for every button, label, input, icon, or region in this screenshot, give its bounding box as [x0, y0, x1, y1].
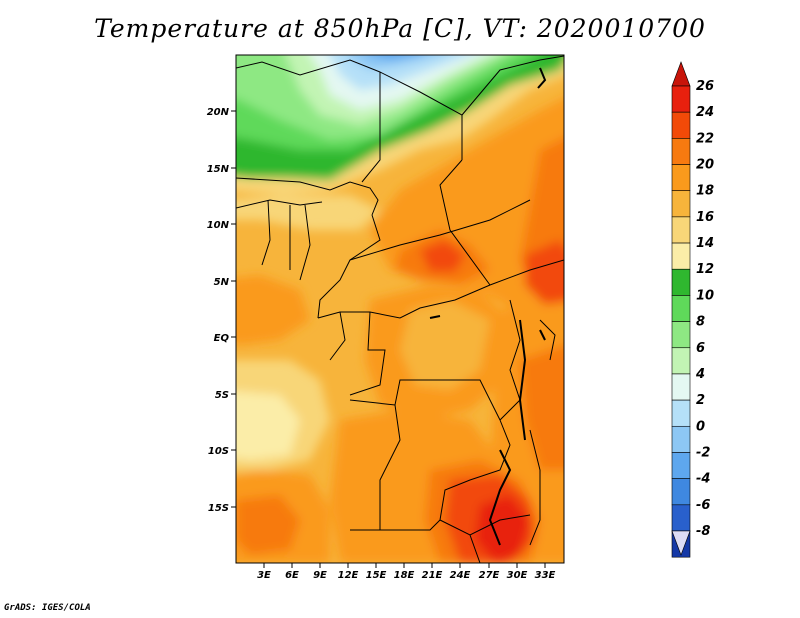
lat-label-eq: EQ — [214, 333, 230, 344]
colorbar-tick-label: 16 — [696, 210, 714, 225]
colorbar-swatch — [671, 425, 691, 453]
lon-tick: 24E — [450, 563, 471, 581]
lat-tick: 10N — [207, 220, 236, 231]
lon-label-6e: 6E — [285, 570, 299, 581]
colorbar-tick-label: 18 — [696, 184, 714, 199]
lon-label-24e: 24E — [450, 570, 471, 581]
lat-label-10s: 10S — [208, 446, 229, 457]
colorbar-swatch — [671, 190, 691, 218]
lat-label-15s: 15S — [208, 503, 229, 514]
lon-label-30e: 30E — [507, 570, 528, 581]
country-borders — [236, 55, 564, 563]
lon-label-9e: 9E — [313, 570, 327, 581]
lat-tick: 5S — [215, 390, 236, 401]
colorbar-swatch — [671, 268, 691, 296]
colorbar-swatch — [671, 295, 691, 322]
colorbar-swatch — [671, 164, 691, 192]
lon-label-33e: 33E — [535, 570, 556, 581]
lat-tick: 15S — [208, 503, 236, 514]
colorbar-swatch — [671, 138, 691, 165]
colorbar-tick-label: -4 — [696, 472, 710, 487]
colorbar-swatch — [671, 85, 691, 113]
lon-label-21e: 21E — [422, 570, 443, 581]
colorbar-tick-label: 4 — [695, 367, 705, 382]
lon-tick: 30E — [507, 563, 528, 581]
colorbar-tick-label: 6 — [696, 341, 705, 356]
colorbar-tick-label: -8 — [696, 524, 710, 539]
lon-label-18e: 18E — [394, 570, 415, 581]
lon-tick: 6E — [285, 563, 299, 581]
colorbar-swatch — [671, 216, 691, 244]
colorbar-swatch — [671, 321, 691, 349]
colorbar-swatch — [671, 399, 691, 427]
colorbar-swatch — [671, 347, 691, 375]
colorbar-tick-label: 2 — [696, 393, 705, 408]
lat-tick: 15N — [207, 164, 236, 175]
lat-tick: 20N — [207, 107, 236, 118]
lon-label-15e: 15E — [366, 570, 387, 581]
lat-label-15n: 15N — [207, 164, 230, 175]
lon-tick: 33E — [535, 563, 556, 581]
chart-title: Temperature at 850hPa [C], VT: 202001070… — [94, 14, 706, 43]
colorbar-tick-label: 14 — [696, 236, 714, 251]
colorbar-bottom-arrow — [671, 530, 691, 556]
colorbar-tick-label: 8 — [696, 315, 705, 330]
colorbar-tick-label: 22 — [696, 131, 714, 146]
lon-label-27e: 27E — [479, 570, 500, 581]
lon-tick: 18E — [394, 563, 415, 581]
colorbar-tick-label: 12 — [696, 262, 714, 277]
colorbar-tick-label: 24 — [696, 105, 714, 120]
colorbar-tick-label: 10 — [696, 288, 714, 303]
colorbar-tick-label: 20 — [696, 158, 714, 173]
colorbar-swatch — [671, 452, 691, 479]
colorbar-swatch — [671, 504, 691, 532]
latitude-axis: 20N 15N 10N 5N EQ 5S 10S 15S — [207, 107, 236, 514]
colorbar-tick-label: 26 — [696, 79, 714, 94]
lon-tick: 21E — [422, 563, 443, 581]
temperature-field — [236, 55, 564, 563]
colorbar-swatch — [671, 373, 691, 401]
colorbar-swatch — [671, 242, 691, 270]
lon-tick: 12E — [338, 563, 359, 581]
lon-label-3e: 3E — [257, 570, 271, 581]
lat-tick: EQ — [214, 333, 236, 344]
lon-tick: 3E — [257, 563, 271, 581]
colorbar-swatch — [671, 478, 691, 506]
colorbar-tick-label: -6 — [696, 498, 710, 513]
lon-tick: 15E — [366, 563, 387, 581]
colorbar-tick-label: -2 — [696, 445, 710, 460]
lat-label-5n: 5N — [214, 277, 230, 288]
longitude-axis: 3E 6E 9E 12E 15E 18E 21E 24E 27E 30E 33E — [257, 563, 556, 581]
colorbar-tick-label: 0 — [696, 419, 705, 434]
lat-label-5s: 5S — [215, 390, 229, 401]
lat-label-20n: 20N — [207, 107, 230, 118]
lakes — [429, 67, 547, 546]
lat-tick: 10S — [208, 446, 236, 457]
lon-tick: 9E — [313, 563, 327, 581]
lon-tick: 27E — [479, 563, 500, 581]
map-frame — [235, 54, 565, 564]
lat-label-10n: 10N — [207, 220, 230, 231]
colorbar-top-arrow — [671, 61, 691, 87]
credit-label: GrADS: IGES/COLA — [4, 603, 91, 613]
colorbar-swatch — [671, 111, 691, 139]
lon-label-12e: 12E — [338, 570, 359, 581]
lat-tick: 5N — [214, 277, 236, 288]
